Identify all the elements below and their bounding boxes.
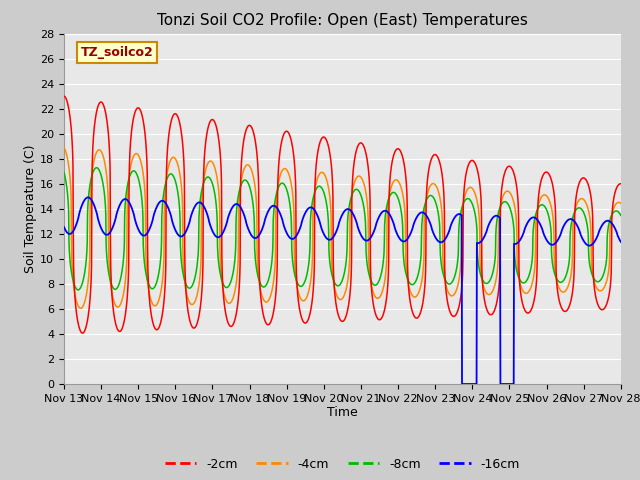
Y-axis label: Soil Temperature (C): Soil Temperature (C) — [24, 144, 37, 273]
Title: Tonzi Soil CO2 Profile: Open (East) Temperatures: Tonzi Soil CO2 Profile: Open (East) Temp… — [157, 13, 528, 28]
Text: TZ_soilco2: TZ_soilco2 — [81, 46, 154, 59]
Legend: -2cm, -4cm, -8cm, -16cm: -2cm, -4cm, -8cm, -16cm — [160, 453, 525, 476]
X-axis label: Time: Time — [327, 407, 358, 420]
